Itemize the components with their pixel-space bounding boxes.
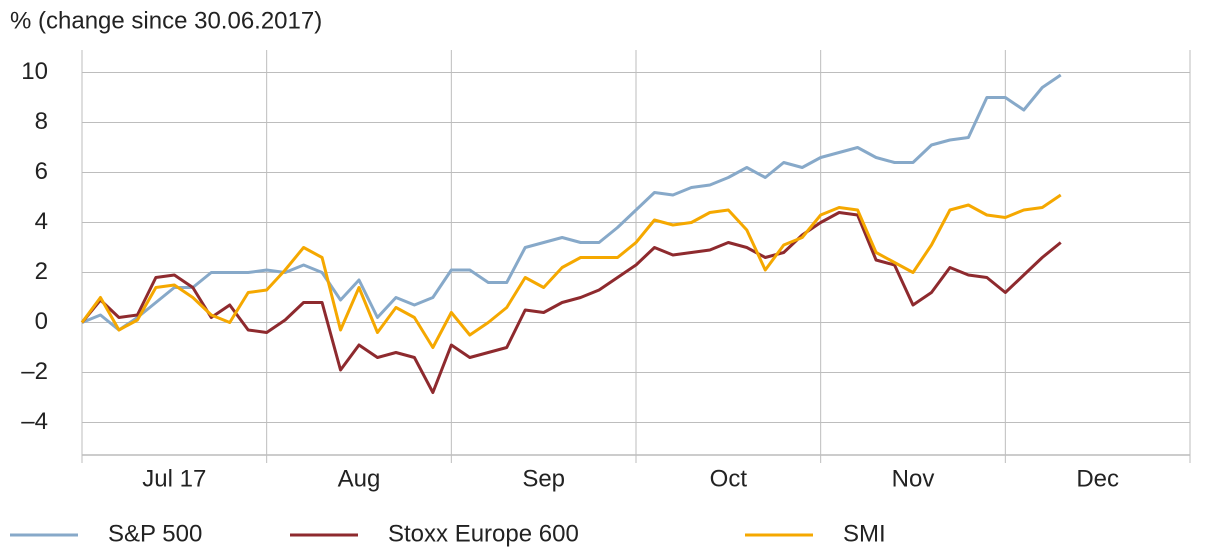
y-tick-label: –2 (21, 358, 48, 385)
y-tick-label: –4 (21, 408, 48, 435)
legend-label: Stoxx Europe 600 (388, 520, 579, 547)
y-tick-label: 0 (35, 308, 48, 335)
legend-label: S&P 500 (108, 520, 202, 547)
x-tick-label: Aug (338, 465, 381, 492)
x-tick-label: Sep (522, 465, 565, 492)
series-line (80, 193, 1062, 349)
y-tick-label: 2 (35, 258, 48, 285)
y-tick-label: 4 (35, 208, 48, 235)
y-tick-label: 8 (35, 108, 48, 135)
series-line (80, 211, 1062, 394)
x-tick-label: Dec (1076, 465, 1119, 492)
legend-label: SMI (843, 520, 886, 547)
y-tick-label: 10 (21, 58, 48, 85)
y-tick-label: 6 (35, 158, 48, 185)
x-tick-label: Oct (710, 465, 748, 492)
x-tick-label: Jul 17 (142, 465, 206, 492)
x-tick-label: Nov (892, 465, 935, 492)
series-line (81, 73, 1062, 332)
chart-title: % (change since 30.06.2017) (10, 7, 322, 34)
